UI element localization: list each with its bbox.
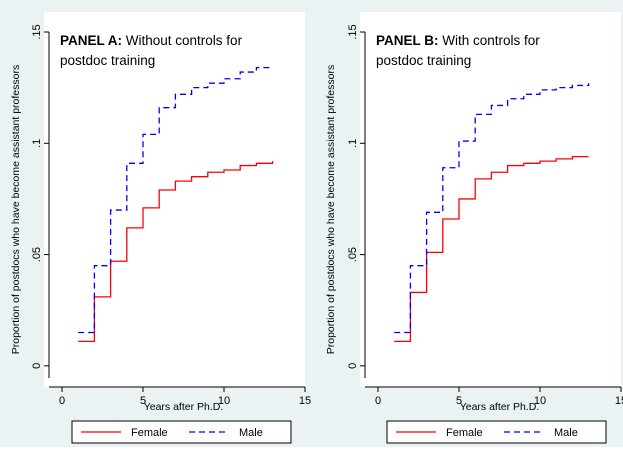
y-tick-label: .15 [31, 24, 43, 39]
y-tick-label: 0 [347, 363, 359, 369]
y-axis-title: Proportion of postdocs who have become a… [325, 65, 337, 355]
legend-label-male: Male [239, 427, 263, 439]
panel-title-line2: postdoc training [376, 53, 471, 68]
y-tick-label: 0 [31, 363, 43, 369]
panel-title-line2: postdoc training [60, 53, 155, 68]
panel-title: PANEL A: Without controls for [60, 33, 243, 48]
series-line-male [78, 66, 273, 334]
plot-area [44, 12, 305, 387]
x-tick-label: 10 [534, 395, 546, 407]
y-tick-label: .1 [31, 139, 43, 148]
series-line-male [394, 83, 590, 334]
x-tick-label: 0 [59, 395, 65, 407]
x-tick-label: 10 [218, 395, 230, 407]
panel-title: PANEL B: With controls for [376, 33, 540, 48]
legend-label-male: Male [554, 427, 578, 439]
y-axis-title: Proportion of postdocs who have become a… [10, 65, 22, 355]
panel-b: 0 .05 .1 .15 0 5 10 15 Years after Ph.D. Proporti… [325, 12, 623, 444]
x-tick-label: 15 [299, 395, 311, 407]
legend-box [71, 420, 292, 444]
panel-title-text: Without controls for [122, 33, 243, 48]
panel-label: PANEL B: [376, 33, 439, 48]
x-tick-label: 5 [456, 395, 462, 407]
y-tick-label: .1 [347, 139, 359, 148]
panel-a: 0 .05 .1 .15 0 5 10 15 Years after Ph.D. Proporti… [10, 12, 311, 444]
x-tick-label: 5 [140, 395, 146, 407]
panel-title-text: With controls for [439, 33, 541, 48]
x-tick-label: 15 [615, 395, 623, 407]
plot-area [360, 12, 621, 387]
y-tick-label: .05 [347, 247, 359, 262]
legend-label-female: Female [446, 427, 483, 439]
y-tick-label: .05 [31, 247, 43, 262]
legend-box [386, 420, 607, 444]
x-axis-title: Years after Ph.D. [460, 401, 540, 413]
x-tick-label: 0 [375, 395, 381, 407]
y-tick-label: .15 [347, 24, 359, 39]
legend-label-female: Female [131, 427, 168, 439]
x-axis-title: Years after Ph.D. [144, 401, 224, 413]
panel-label: PANEL A: [60, 33, 122, 48]
